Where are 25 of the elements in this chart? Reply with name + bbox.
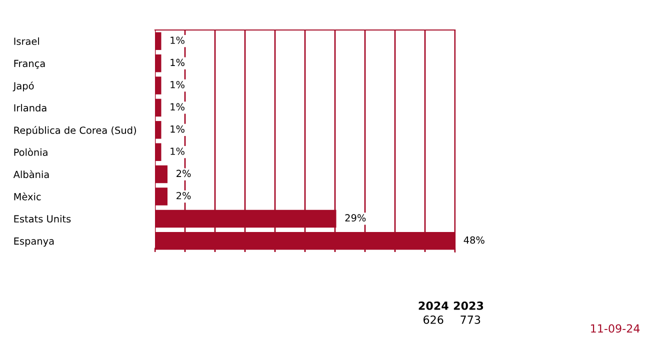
- data-label: 1%: [170, 80, 184, 88]
- y-tick-label: Japó: [12, 82, 34, 92]
- data-label: 48%: [464, 236, 484, 244]
- data-label: 2%: [176, 192, 191, 200]
- y-tick-label: Israel: [14, 37, 39, 45]
- text: 626: [424, 316, 444, 324]
- y-tick-label: Estats Units: [14, 215, 71, 223]
- text: 773: [460, 316, 480, 324]
- data-label: 1%: [170, 148, 184, 155]
- y-tick-label: Mèxic: [14, 192, 41, 200]
- text: 2023: [454, 302, 484, 310]
- y-tick-label: Albània: [13, 170, 49, 178]
- data-label: 1%: [170, 125, 184, 133]
- text: 11-09-24: [591, 324, 640, 333]
- data-label: 29%: [345, 214, 366, 222]
- data-label: 1%: [170, 103, 184, 111]
- data-label: 1%: [170, 36, 184, 44]
- y-tick-label: Espanya: [14, 238, 54, 247]
- y-tick-label: Irlanda: [14, 104, 46, 112]
- data-label: 2%: [176, 170, 191, 178]
- text: 2024: [418, 302, 448, 310]
- y-tick-label: França: [14, 60, 45, 69]
- data-label: 1%: [170, 58, 184, 66]
- y-tick-label: República de Corea (Sud): [14, 126, 136, 136]
- y-tick-label: Polònia: [14, 148, 48, 156]
